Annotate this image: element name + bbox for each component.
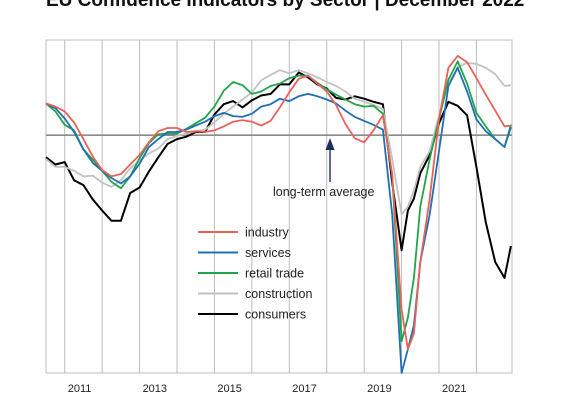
grid bbox=[45, 39, 513, 374]
legend-label-consumers: consumers bbox=[245, 308, 306, 322]
tick-label-2013: 2013 bbox=[143, 383, 167, 395]
legend-label-construction: construction bbox=[245, 287, 312, 301]
legend-label-services: services bbox=[245, 246, 291, 260]
tick-label-2015: 2015 bbox=[217, 383, 241, 395]
annotation-arrow-head bbox=[325, 138, 335, 150]
tick-label-2019: 2019 bbox=[367, 383, 391, 395]
legend-label-industry: industry bbox=[245, 226, 290, 240]
tick-label-2017: 2017 bbox=[292, 383, 316, 395]
chart-title: EU Confidence Indicators by Sector | Dec… bbox=[46, 0, 524, 11]
series-group bbox=[45, 55, 512, 374]
series-line-construction bbox=[45, 62, 512, 216]
series-line-industry bbox=[45, 55, 512, 351]
tick-label-2021: 2021 bbox=[442, 383, 466, 395]
tick-label-2011: 2011 bbox=[68, 383, 92, 395]
annotation-label: long-term average bbox=[273, 185, 374, 199]
x-axis-ticks: 2011 2013 2015 2017 2019 2021 bbox=[68, 383, 467, 395]
annotation: long-term average bbox=[273, 138, 374, 199]
legend-label-retail-trade: retail trade bbox=[245, 267, 304, 281]
legend: industry services retail trade construction… bbox=[198, 226, 312, 322]
series-line-retail-trade bbox=[45, 60, 512, 343]
plot-frame bbox=[45, 39, 513, 374]
